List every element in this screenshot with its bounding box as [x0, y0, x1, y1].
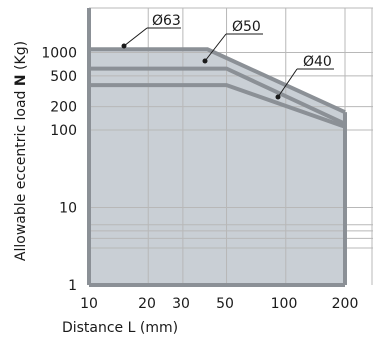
y-axis-label: Allowable eccentric load N (Kg) — [13, 41, 29, 261]
leader-dot — [275, 94, 281, 100]
leader-line — [123, 27, 148, 47]
series-line — [89, 83, 346, 129]
x-tick-label: 200 — [332, 296, 359, 312]
y-tick-label: 200 — [50, 100, 77, 116]
series-line — [89, 47, 346, 114]
x-tick-label: 10 — [80, 296, 98, 312]
x-tick-label: 30 — [172, 296, 190, 312]
y-tick-label: 10 — [59, 201, 77, 217]
y-tick-label: 500 — [50, 69, 77, 85]
leader-dot — [121, 43, 127, 49]
y-tick-label: 1 — [68, 278, 77, 294]
y-tick-label: 1000 — [41, 46, 77, 62]
x-tick-label: 20 — [138, 296, 156, 312]
series-label-0: Ø63 — [152, 13, 181, 29]
series-label-1: Ø50 — [232, 19, 261, 35]
x-tick-label: 50 — [216, 296, 234, 312]
series-label-2: Ø40 — [303, 54, 332, 70]
x-axis-label: Distance L (mm) — [62, 320, 178, 336]
series-line — [89, 66, 346, 126]
leader-dot — [202, 58, 208, 64]
y-tick-label: 100 — [50, 123, 77, 139]
leader-line — [204, 33, 227, 62]
leader-line — [277, 68, 298, 98]
x-tick-label: 100 — [271, 296, 298, 312]
load-area — [89, 49, 345, 285]
